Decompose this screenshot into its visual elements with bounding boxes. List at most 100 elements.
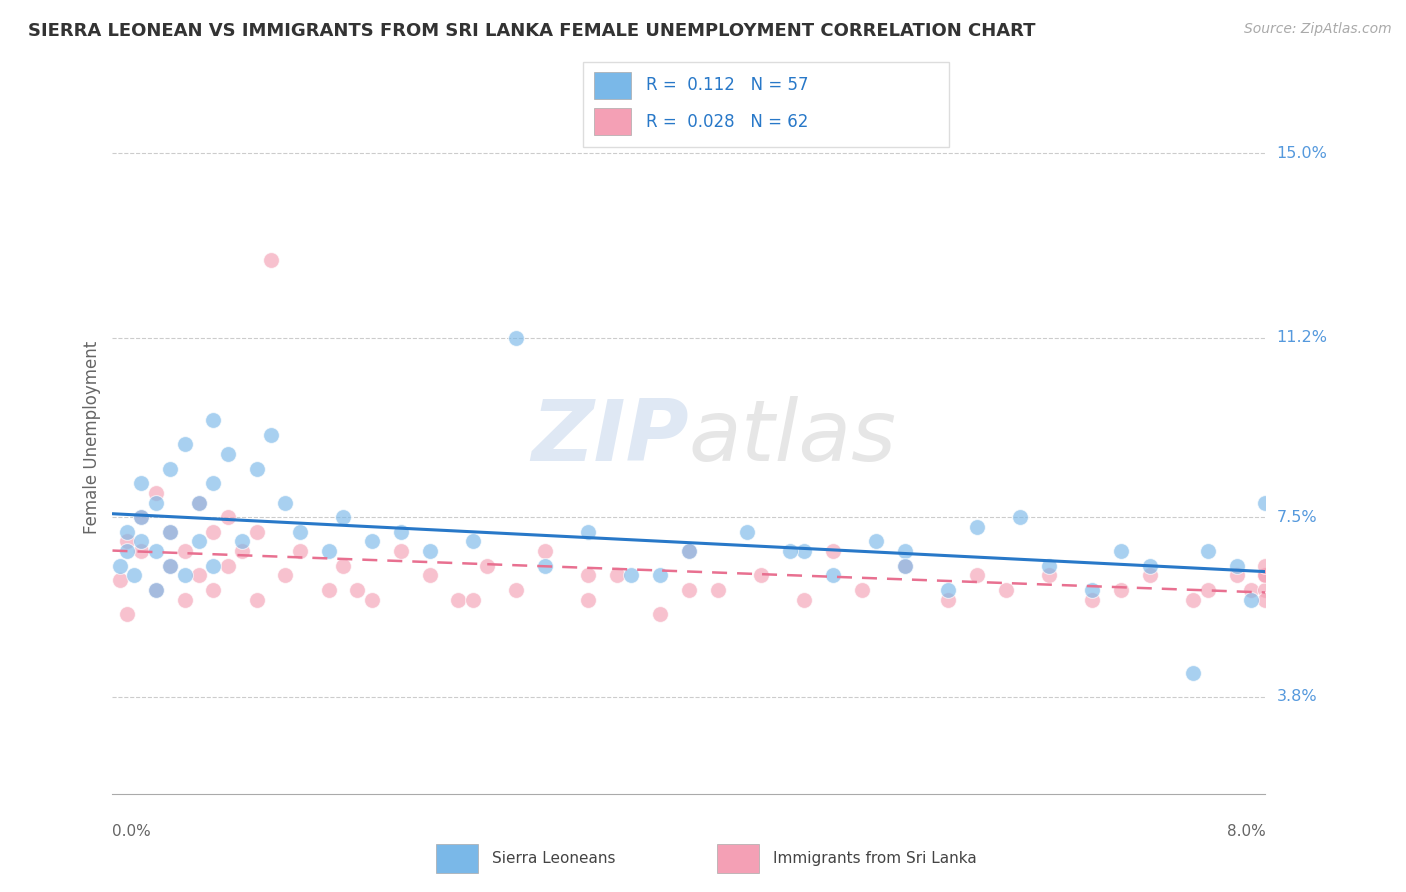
- Point: [1254, 568, 1277, 582]
- Point: [995, 582, 1018, 597]
- Y-axis label: Female Unemployment: Female Unemployment: [83, 341, 101, 533]
- FancyBboxPatch shape: [595, 108, 631, 136]
- Text: SIERRA LEONEAN VS IMMIGRANTS FROM SRI LANKA FEMALE UNEMPLOYMENT CORRELATION CHAR: SIERRA LEONEAN VS IMMIGRANTS FROM SRI LA…: [28, 22, 1036, 40]
- Point: [188, 568, 211, 582]
- Point: [274, 495, 297, 509]
- Point: [115, 524, 138, 539]
- Point: [115, 534, 138, 549]
- Point: [1197, 582, 1219, 597]
- Point: [108, 574, 131, 588]
- Point: [159, 524, 181, 539]
- Point: [115, 607, 138, 622]
- Point: [217, 447, 239, 461]
- Point: [159, 461, 181, 475]
- Point: [360, 534, 382, 549]
- Point: [505, 582, 527, 597]
- Point: [966, 520, 988, 534]
- Point: [851, 582, 873, 597]
- Point: [217, 510, 239, 524]
- Point: [129, 510, 153, 524]
- Point: [648, 607, 672, 622]
- Point: [1254, 582, 1277, 597]
- Point: [217, 558, 239, 573]
- Text: 11.2%: 11.2%: [1277, 330, 1327, 345]
- Point: [678, 582, 700, 597]
- Point: [145, 495, 167, 509]
- Point: [735, 524, 758, 539]
- Point: [129, 534, 153, 549]
- Point: [419, 544, 441, 558]
- Point: [245, 461, 267, 475]
- Point: [894, 544, 917, 558]
- Point: [1010, 510, 1032, 524]
- Point: [115, 544, 138, 558]
- Point: [145, 486, 167, 500]
- Point: [475, 558, 498, 573]
- Point: [894, 558, 917, 573]
- Point: [606, 568, 628, 582]
- Point: [145, 582, 167, 597]
- Point: [231, 534, 253, 549]
- Point: [533, 544, 555, 558]
- Point: [389, 544, 412, 558]
- Point: [620, 568, 643, 582]
- Point: [821, 568, 844, 582]
- Point: [1254, 592, 1277, 607]
- Point: [318, 582, 340, 597]
- Point: [173, 437, 195, 451]
- Point: [1197, 544, 1219, 558]
- Point: [576, 524, 599, 539]
- Point: [1111, 544, 1133, 558]
- Point: [108, 558, 131, 573]
- Text: R =  0.112   N = 57: R = 0.112 N = 57: [645, 77, 808, 95]
- Point: [145, 582, 167, 597]
- Point: [231, 544, 253, 558]
- Point: [966, 568, 988, 582]
- Point: [389, 524, 412, 539]
- Point: [678, 544, 700, 558]
- Point: [159, 524, 181, 539]
- Point: [1254, 495, 1277, 509]
- Point: [129, 476, 153, 491]
- Text: 0.0%: 0.0%: [112, 824, 152, 839]
- Point: [1182, 665, 1205, 680]
- Point: [274, 568, 297, 582]
- Point: [159, 558, 181, 573]
- Point: [1038, 558, 1060, 573]
- Point: [648, 568, 672, 582]
- Point: [936, 592, 959, 607]
- Point: [260, 427, 283, 442]
- Point: [1111, 582, 1133, 597]
- Point: [188, 495, 211, 509]
- Point: [1225, 568, 1247, 582]
- Point: [1182, 592, 1205, 607]
- Point: [678, 544, 700, 558]
- Point: [245, 524, 267, 539]
- Point: [1139, 568, 1161, 582]
- Point: [188, 534, 211, 549]
- Point: [447, 592, 470, 607]
- Text: 15.0%: 15.0%: [1277, 145, 1327, 161]
- Point: [332, 510, 354, 524]
- Point: [202, 524, 225, 539]
- FancyBboxPatch shape: [583, 62, 949, 147]
- FancyBboxPatch shape: [717, 844, 759, 873]
- Point: [936, 582, 959, 597]
- Point: [533, 558, 555, 573]
- Point: [1254, 558, 1277, 573]
- Text: 3.8%: 3.8%: [1277, 690, 1317, 705]
- Text: ZIP: ZIP: [531, 395, 689, 479]
- Point: [1254, 568, 1277, 582]
- Point: [122, 568, 145, 582]
- Text: Sierra Leoneans: Sierra Leoneans: [492, 851, 616, 866]
- Point: [360, 592, 382, 607]
- Point: [202, 413, 225, 427]
- Point: [188, 495, 211, 509]
- Text: Immigrants from Sri Lanka: Immigrants from Sri Lanka: [773, 851, 977, 866]
- Point: [173, 592, 195, 607]
- Point: [202, 582, 225, 597]
- Point: [461, 534, 484, 549]
- Point: [419, 568, 441, 582]
- Text: 7.5%: 7.5%: [1277, 509, 1317, 524]
- Point: [793, 544, 815, 558]
